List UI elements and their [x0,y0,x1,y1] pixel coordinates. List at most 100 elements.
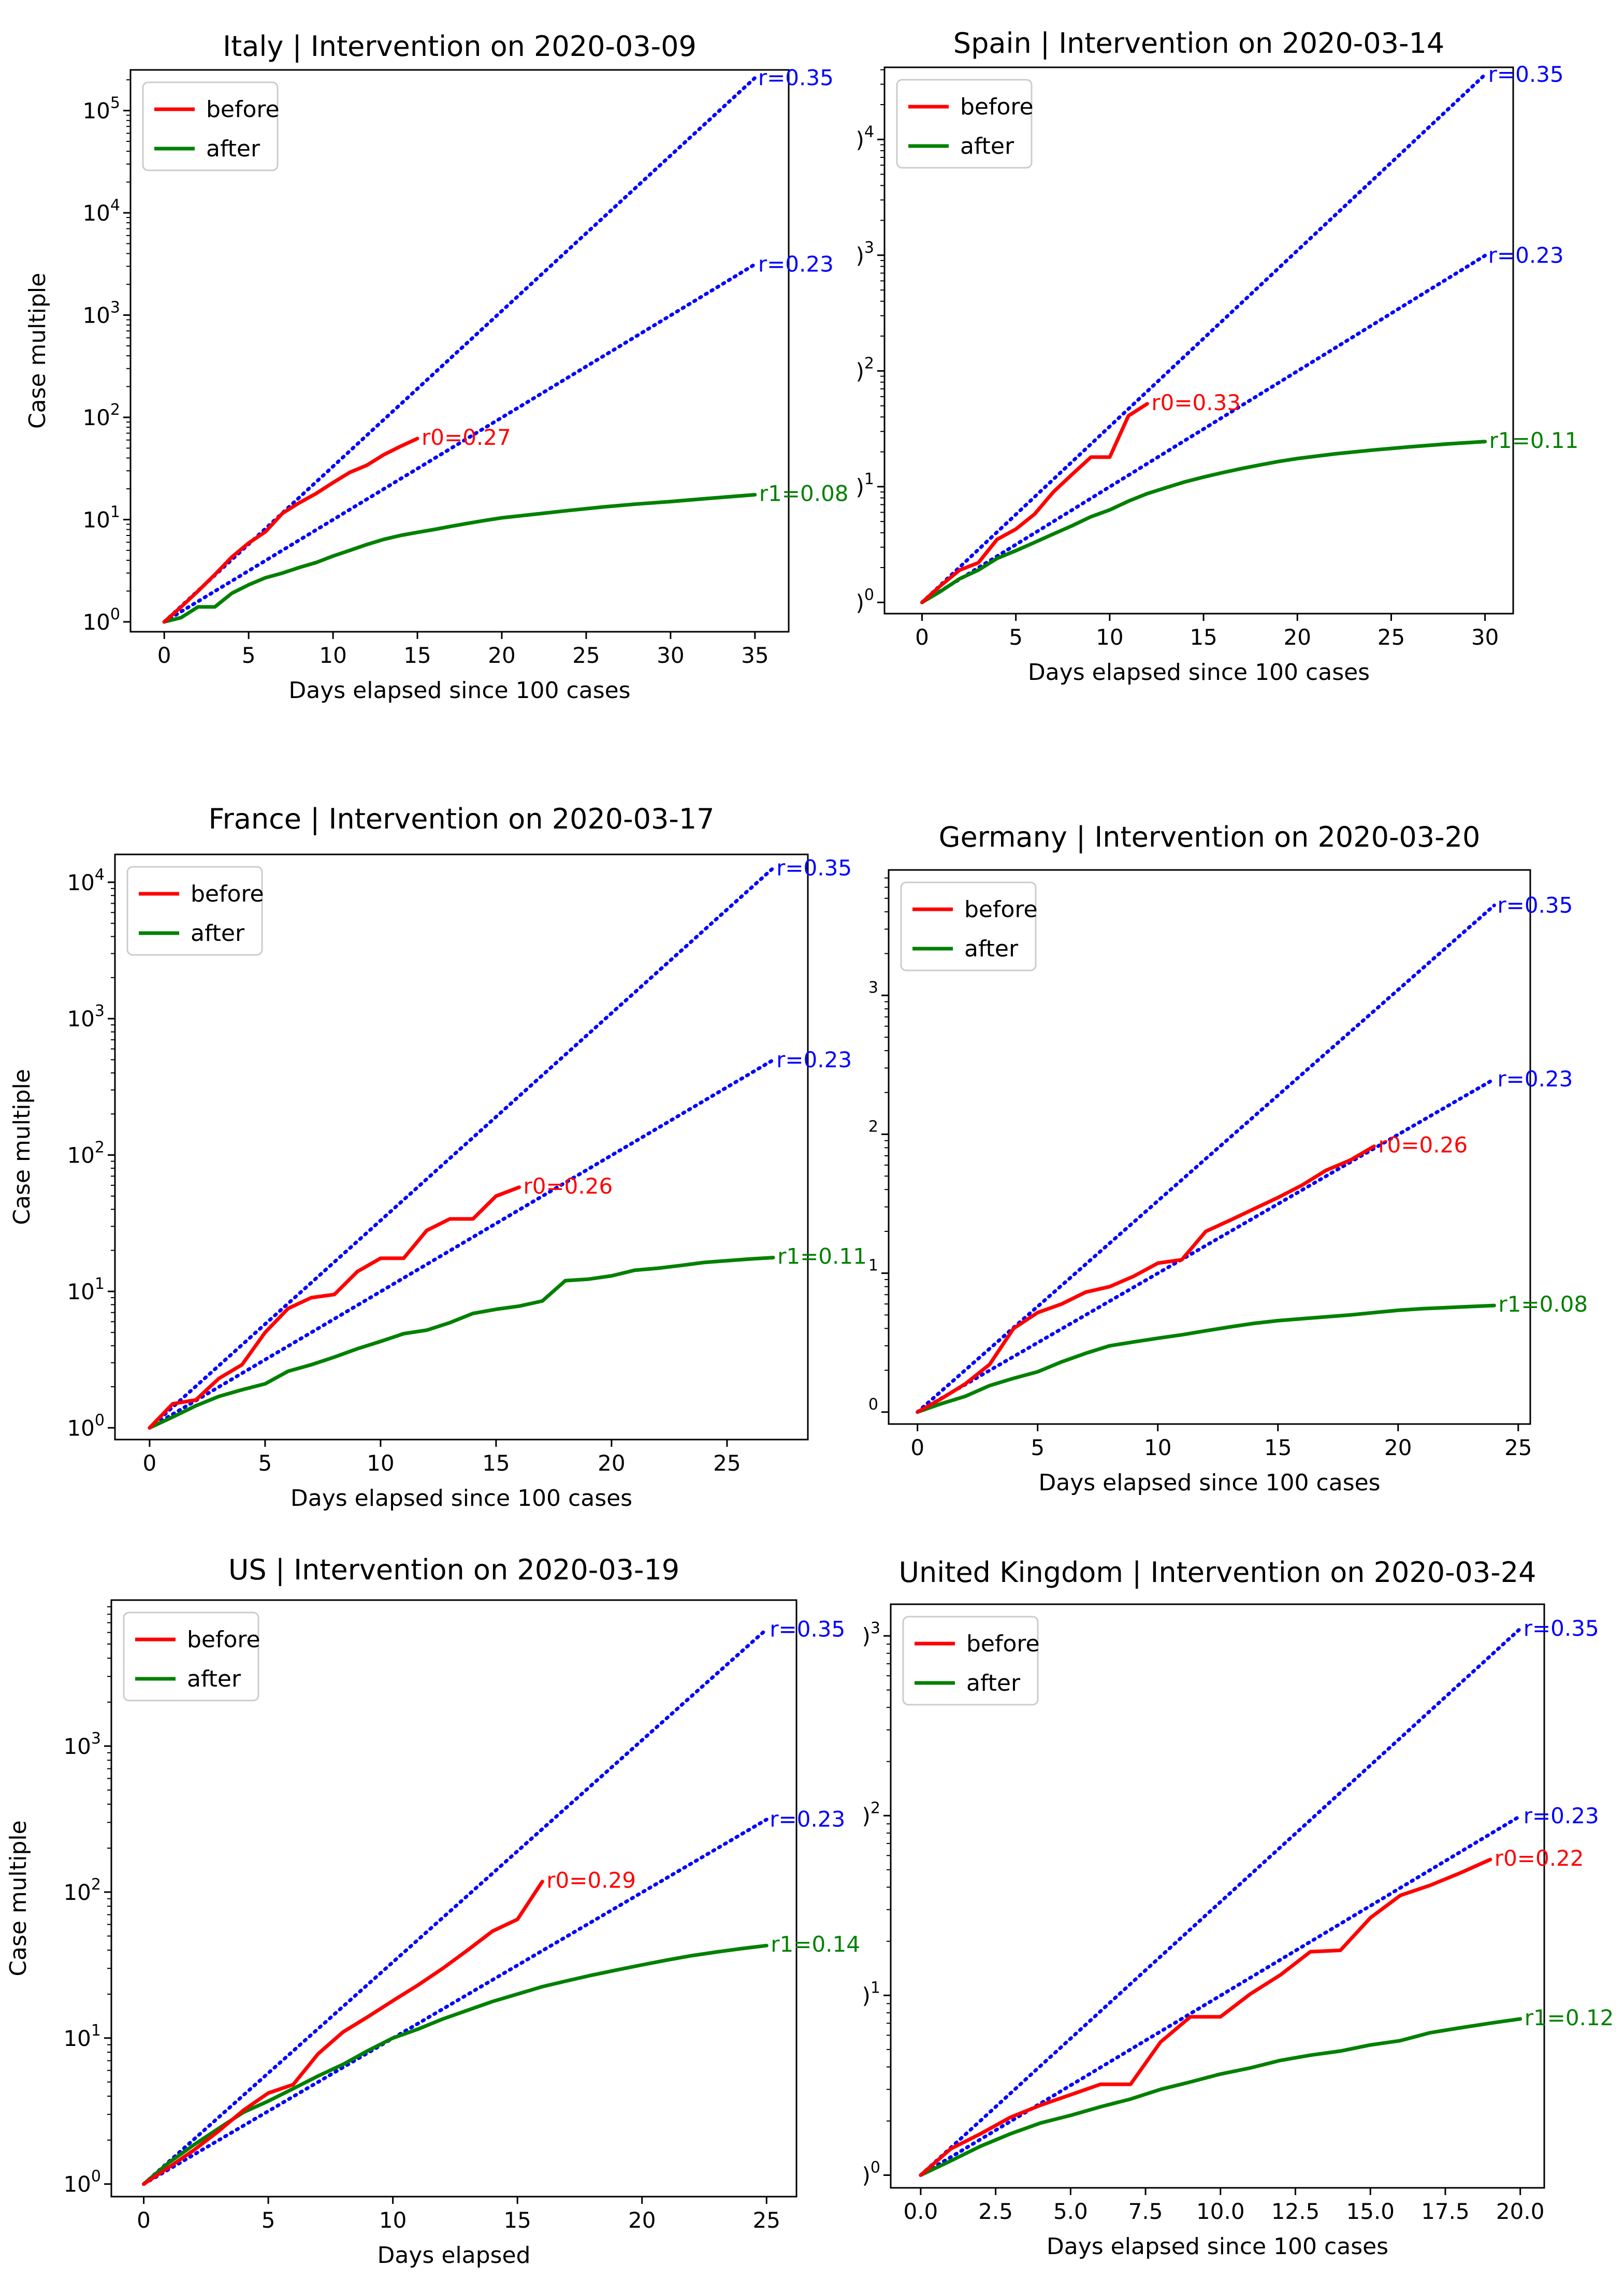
x-tick-label: 2.5 [978,2199,1013,2224]
y-tick-label: 0 [868,1396,878,1414]
y-tick-base: ) [856,358,864,384]
chart-title: Spain | Intervention on 2020-03-14 [953,27,1444,60]
x-tick-label: 10 [319,643,346,668]
x-tick-label: 0 [137,2208,151,2233]
series-line-before [916,1144,1376,1414]
y-axis-label: Case multiple [5,1820,32,1976]
x-tick-label: 25 [713,1450,741,1476]
x-axis-label: Days elapsed since 100 cases [1047,2233,1388,2260]
legend-label: after [206,136,260,162]
x-tick-label: 5 [262,2208,276,2233]
y-tick-base: ) [856,590,864,615]
y-tick-label: )0 [856,586,874,615]
y-tick-exponent: 3 [110,298,120,316]
y-tick-base: 10 [63,2172,91,2197]
y-tick-label: )1 [862,1979,880,2008]
reference-line-label: r=0.23 [1524,1803,1599,1828]
plot-frame [883,66,1514,615]
y-tick-base: ) [862,1983,871,2008]
y-tick-base: ) [862,1803,871,1828]
series-end-label: r1=0.11 [777,1244,867,1269]
reference-line-label: r=0.35 [770,1616,845,1642]
x-tick-label: 15.0 [1346,2199,1395,2224]
series-end-label: r0=0.26 [1378,1132,1468,1158]
y-tick-base: 10 [67,1006,94,1032]
plot-frame [890,1603,1545,2189]
y-tick-base: ) [856,127,864,152]
x-tick-label: 20 [598,1450,625,1476]
series-line-before [920,402,1149,604]
reference-line-label: r=0.23 [1488,243,1564,268]
y-tick-label: 101 [67,1275,105,1304]
chart-panel: United Kingdom | Intervention on 2020-03… [862,1556,1614,2260]
y-tick-base: 10 [67,870,94,895]
y-tick-exponent: 3 [868,979,878,997]
series-line-before [142,1880,544,2186]
series-end-label: r1=0.08 [1498,1291,1588,1317]
y-tick-label: 2 [868,1117,878,1136]
series-end-label: r1=0.12 [1525,2005,1614,2030]
reference-line-label: r=0.23 [770,1807,845,1832]
y-tick-label: 105 [82,94,120,124]
x-tick-label: 30 [657,643,684,668]
y-tick-exponent: 1 [91,2022,101,2040]
x-tick-label: 17.5 [1421,2199,1470,2224]
legend-label: before [191,881,264,907]
x-axis-label: Days elapsed since 100 cases [288,677,630,704]
y-tick-label: 103 [63,1730,101,1759]
y-axis-label: Case multiple [9,1069,35,1225]
y-tick-exponent: 1 [864,470,874,488]
y-tick-exponent: 3 [864,239,874,257]
series-line-after [142,1943,769,2186]
chart-panel: US | Intervention on 2020-03-190 5 10 15 20 2… [5,1553,860,2269]
y-tick-base: 10 [82,200,110,226]
y-tick-label: )2 [856,354,874,384]
y-tick-exponent: 2 [110,401,120,419]
chart-panel: Italy | Intervention on 2020-03-090 5 10 15… [24,30,849,704]
y-tick-exponent: 5 [110,94,120,112]
legend-label: after [191,920,245,947]
x-tick-label: 10 [1144,1435,1171,1460]
legend-label: after [964,936,1019,962]
x-axis-label: Days elapsed since 100 cases [1038,1470,1380,1496]
y-tick-label: )4 [856,123,874,152]
x-tick-label: 15 [503,2208,531,2233]
chart-title: France | Intervention on 2020-03-17 [208,803,714,835]
x-tick-label: 10 [367,1450,394,1476]
reference-line-label: r=0.23 [1497,1066,1573,1092]
reference-line [142,1818,769,2186]
x-tick-label: 10 [379,2208,407,2233]
reference-line-label: r=0.23 [758,252,834,277]
series-end-label: r0=0.27 [422,425,511,450]
y-tick-label: 102 [63,1876,101,1905]
x-tick-label: 25 [753,2208,780,2233]
x-tick-label: 5 [1031,1435,1045,1460]
y-tick-label: 101 [82,503,120,532]
y-tick-exponent: 0 [95,1411,105,1429]
series-line-before [148,1185,521,1430]
y-tick-label: 100 [63,2168,101,2197]
legend-label: before [187,1627,260,1653]
x-tick-label: 12.5 [1271,2199,1320,2224]
y-tick-exponent: 4 [864,123,874,141]
x-tick-label: 0 [157,643,171,668]
x-tick-label: 0 [910,1435,924,1460]
y-tick-label: )3 [856,239,874,268]
y-tick-exponent: 4 [95,866,105,884]
x-tick-label: 5 [258,1450,272,1476]
legend-label: before [206,96,280,123]
y-tick-exponent: 3 [91,1730,101,1748]
series-end-label: r1=0.08 [759,481,849,506]
reference-line [162,76,757,624]
series-end-label: r0=0.22 [1495,1846,1584,1871]
reference-line [916,1077,1496,1414]
series-line-before [919,1857,1492,2177]
y-tick-label: 1 [868,1257,878,1275]
y-tick-label: 102 [67,1139,105,1168]
x-tick-label: 5.0 [1053,2199,1088,2224]
y-tick-base: 10 [67,1415,94,1441]
plot-area [920,72,1487,604]
y-tick-base: 10 [67,1143,94,1168]
